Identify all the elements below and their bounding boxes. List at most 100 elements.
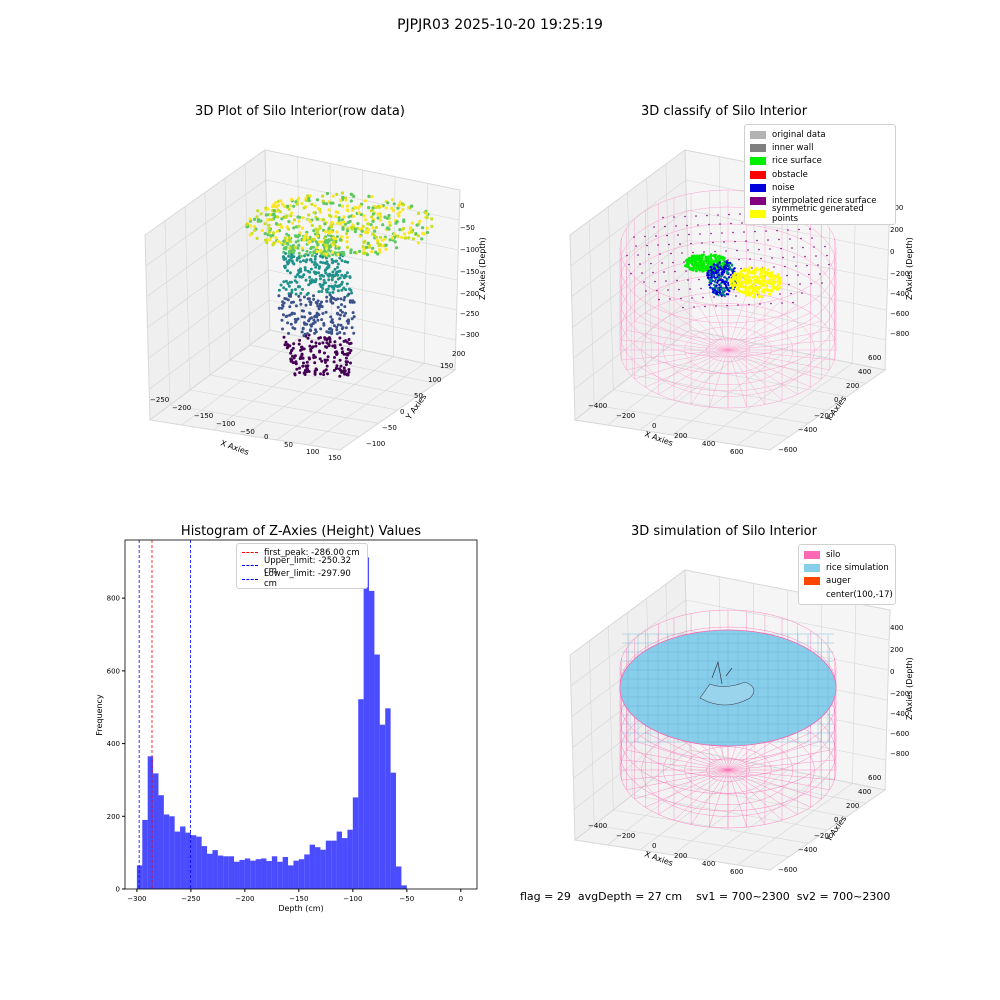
symmetric-point — [731, 274, 735, 277]
data-point — [402, 218, 406, 222]
data-point — [308, 275, 312, 279]
z-tick: −50 — [460, 224, 475, 232]
symmetric-point — [777, 275, 780, 279]
data-point — [318, 302, 322, 306]
x-axis-label: X Axies — [219, 438, 250, 457]
x-tick: 0 — [652, 842, 656, 850]
silo-floor-spoke — [727, 320, 822, 351]
classify-point-clusters — [684, 253, 783, 299]
surface-point — [682, 306, 684, 309]
data-point — [290, 290, 294, 294]
status-line: flag = 29 avgDepth = 27 cm sv1 = 700~230… — [520, 890, 890, 903]
data-point — [289, 256, 293, 260]
y-tick: 200 — [452, 350, 465, 358]
symmetric-point — [748, 291, 752, 295]
data-point — [331, 275, 335, 279]
histogram-bar — [223, 856, 229, 889]
legend-line — [242, 578, 258, 580]
surface-point — [691, 297, 693, 299]
data-point — [339, 198, 343, 203]
legend-entry: inner wall — [750, 141, 890, 154]
data-point — [342, 276, 346, 280]
data-point — [298, 231, 302, 235]
data-point — [343, 295, 347, 299]
rice-surface-point — [695, 269, 698, 273]
data-point — [267, 223, 271, 227]
data-point — [294, 304, 298, 308]
z-tick: −300 — [460, 331, 479, 339]
data-point — [360, 229, 364, 233]
data-point — [266, 218, 270, 222]
data-point — [379, 235, 383, 239]
data-point — [341, 350, 345, 354]
legend-line — [242, 552, 258, 554]
data-point — [291, 354, 294, 358]
data-point — [290, 253, 294, 257]
data-point — [312, 229, 316, 233]
symmetric-point — [751, 291, 754, 295]
data-point — [296, 235, 300, 239]
data-point — [344, 288, 348, 292]
symmetric-point — [734, 278, 738, 281]
raw-3d-plot[interactable]: −250 −200 −150 −100 −50 0 50 100 150 −10… — [130, 130, 490, 460]
data-point — [290, 312, 294, 316]
data-point — [383, 237, 387, 241]
silo-floor-spoke — [727, 349, 766, 405]
data-point — [302, 371, 306, 375]
data-point — [318, 224, 322, 228]
data-point — [322, 201, 326, 205]
data-point — [312, 237, 316, 241]
surface-point — [806, 264, 808, 267]
avg-depth-value: avgDepth = 27 cm — [577, 890, 683, 903]
data-point — [340, 288, 344, 292]
histogram-bar — [369, 590, 375, 889]
y-tick-label: 400 — [107, 740, 120, 748]
data-point — [369, 223, 373, 227]
rice-surface-point — [701, 262, 705, 266]
data-point — [290, 221, 295, 225]
symmetric-point — [776, 288, 779, 291]
raw-3d-point-cloud — [245, 191, 434, 378]
data-point — [340, 204, 344, 208]
data-point — [248, 233, 252, 237]
rice-surface-point — [692, 259, 696, 262]
surface-point — [734, 240, 736, 243]
rice-surface-point — [706, 255, 709, 259]
histogram-chart[interactable]: −300 −250 −200 −150 −100 −50 0 0 200 400 600 800 D… — [90, 535, 490, 920]
legend-swatch — [750, 183, 766, 192]
data-point — [321, 341, 325, 345]
symmetric-point — [769, 271, 773, 275]
data-point — [324, 243, 328, 248]
histogram-bar — [298, 859, 305, 889]
data-point — [339, 251, 343, 254]
data-point — [287, 220, 291, 224]
surface-point — [795, 265, 797, 267]
data-point — [288, 280, 292, 284]
surface-point — [668, 243, 670, 246]
noise-point — [718, 273, 721, 277]
data-point — [292, 255, 296, 259]
data-point — [337, 246, 341, 250]
rice-surface-point — [713, 260, 716, 264]
silo-floor-spoke — [690, 349, 729, 405]
noise-point — [706, 276, 710, 279]
histogram-bar — [136, 865, 143, 889]
surface-point — [664, 225, 666, 228]
data-point — [321, 287, 325, 290]
noise-point — [717, 288, 720, 292]
symmetric-point — [773, 286, 777, 290]
data-point — [384, 243, 388, 247]
data-point — [313, 372, 317, 376]
noise-point — [722, 265, 725, 269]
data-point — [329, 320, 333, 324]
data-point — [306, 218, 310, 222]
data-point — [271, 243, 275, 247]
data-point — [416, 211, 421, 216]
data-point — [333, 267, 337, 271]
data-point — [264, 213, 268, 217]
data-point — [343, 196, 348, 200]
data-point — [327, 231, 331, 235]
data-point — [322, 236, 326, 240]
data-point — [319, 260, 323, 264]
simulation-3d-plot[interactable]: −400 −200 0 200 400 600 −600 −400 −200 0… — [560, 550, 920, 880]
